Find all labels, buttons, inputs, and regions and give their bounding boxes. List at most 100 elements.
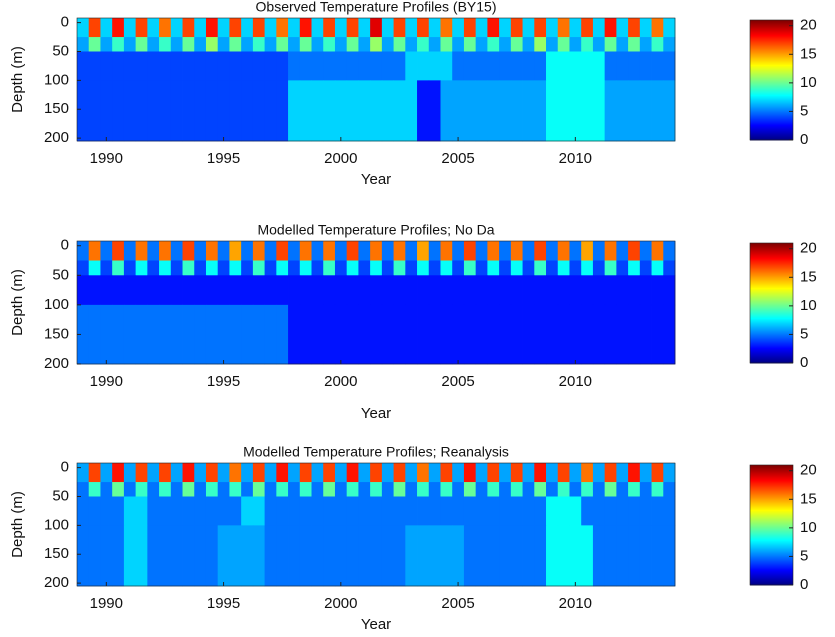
heat-cell [299, 80, 312, 142]
heat-cell [299, 482, 312, 497]
colorbar-segment [750, 130, 793, 133]
colorbar-segment [750, 307, 793, 310]
colorbar-segment [750, 533, 793, 536]
heat-cell [405, 241, 418, 261]
heat-cell [440, 18, 453, 38]
heat-cell [241, 241, 254, 261]
heat-cell [546, 51, 559, 81]
heat-cell [288, 80, 301, 142]
heat-cell [428, 463, 441, 483]
heat-cell [663, 482, 676, 497]
colorbar-segment [750, 325, 793, 328]
colorbar-segment [750, 519, 793, 522]
x-tick-label: 2010 [559, 373, 592, 390]
heat-cell [88, 18, 101, 38]
heat-cell [651, 37, 664, 52]
heat-cell [393, 496, 406, 526]
colorbar-segment [750, 273, 793, 276]
heat-cell [170, 241, 183, 261]
heat-cell [405, 80, 418, 142]
heat-cell [323, 275, 336, 306]
heat-cell [288, 260, 301, 276]
heat-cell [487, 525, 500, 587]
heat-cell [299, 496, 312, 526]
colorbar-segment [750, 108, 793, 111]
heat-cell [546, 482, 559, 497]
heat-cell [276, 80, 289, 142]
heat-cell [569, 482, 582, 497]
heat-cell [370, 304, 383, 365]
heat-cell [452, 51, 465, 81]
heat-cell [499, 37, 512, 52]
heat-cell [264, 260, 277, 276]
heat-cell [569, 463, 582, 483]
heat-cell [381, 496, 394, 526]
colorbar-segment [750, 471, 793, 474]
heat-cell [417, 275, 430, 306]
heat-cell [135, 37, 148, 52]
colorbar-segment [750, 551, 793, 554]
heat-cell [463, 260, 477, 276]
heat-cell [299, 37, 312, 52]
colorbar-segment [750, 501, 793, 504]
heat-cell [417, 37, 430, 52]
heat-cell [487, 275, 500, 306]
colorbar-segment [750, 265, 793, 268]
colorbar-segment [750, 573, 793, 576]
heat-cell [88, 37, 101, 52]
heat-cell [323, 525, 336, 587]
colorbar-segment [750, 72, 793, 75]
heat-cell [135, 304, 148, 365]
heat-cell [252, 241, 266, 261]
heat-cell [604, 482, 617, 497]
heat-cell [159, 80, 172, 142]
colorbar-segment [750, 253, 793, 256]
heat-cell [639, 80, 652, 142]
heat-cell [194, 525, 207, 587]
heat-cell [100, 18, 113, 38]
colorbar-segment [750, 299, 793, 302]
heat-cell [299, 525, 312, 587]
heat-cell [229, 304, 242, 365]
heat-cell [123, 18, 137, 38]
heat-cell [346, 241, 359, 261]
heat-cell [428, 37, 441, 52]
x-tick-label: 1990 [90, 373, 123, 390]
heat-cell [428, 18, 441, 38]
colorbar-segment [750, 569, 793, 572]
y-tick-label: 100 [44, 71, 69, 88]
heat-cell [463, 18, 477, 38]
colorbar-segment [750, 561, 793, 564]
heat-cell [135, 241, 148, 261]
x-tick-label: 1995 [207, 595, 240, 612]
heat-cell [334, 496, 348, 526]
heat-cell [452, 260, 465, 276]
colorbar-segment [750, 345, 793, 348]
colorbar-segment [750, 267, 793, 270]
colorbar-segment [750, 315, 793, 318]
heat-cell [358, 18, 371, 38]
heat-cell [299, 51, 312, 81]
heat-cell [311, 260, 324, 276]
heat-cell [147, 275, 160, 306]
heat-cell [663, 37, 676, 52]
colorbar-tick-label: 0 [800, 576, 808, 593]
heat-cell [135, 496, 148, 526]
heat-cell [417, 463, 430, 483]
colorbar-segment [750, 32, 793, 35]
heat-cell [323, 260, 336, 276]
heat-cell [592, 18, 606, 38]
heat-cell [217, 80, 230, 142]
heat-cell [323, 51, 336, 81]
heat-cell [592, 51, 606, 81]
heat-cell [405, 463, 418, 483]
colorbar-segment [750, 577, 793, 580]
heat-cell [299, 275, 312, 306]
heat-cell [194, 463, 207, 483]
heat-cell [147, 37, 160, 52]
colorbar-segment [750, 247, 793, 250]
heat-cell [264, 496, 277, 526]
heat-cell [452, 18, 465, 38]
heat-cell [241, 496, 254, 526]
colorbar-segment [750, 487, 793, 490]
